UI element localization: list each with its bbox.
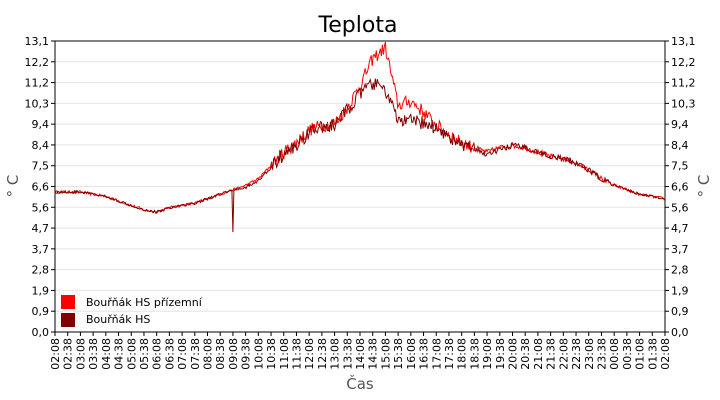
x-tick-label: 18:08 <box>456 338 469 370</box>
legend-label-series-2: Bouřňák HS <box>86 313 150 326</box>
grid-lines <box>55 61 665 312</box>
y-axis-title-left: ° C <box>4 175 22 198</box>
y-tick-label-right: 4,7 <box>671 222 689 235</box>
x-tick-label: 21:38 <box>545 338 558 370</box>
y-tick-label-left: 0,9 <box>32 305 50 318</box>
x-tick-label: 07:08 <box>176 338 189 370</box>
series-line-2 <box>54 77 666 233</box>
y-tick-label-left: 3,7 <box>32 243 50 256</box>
y-tick-label-right: 2,8 <box>671 264 689 277</box>
y-tick-label-left: 6,6 <box>32 181 50 194</box>
y-tick-label-left: 5,6 <box>32 201 50 214</box>
x-tick-label: 07:38 <box>189 338 202 370</box>
y-tick-label-right: 5,6 <box>671 201 689 214</box>
x-tick-label: 12:08 <box>303 338 316 370</box>
x-tick-label: 15:08 <box>379 338 392 370</box>
x-tick-label: 02:38 <box>62 338 75 370</box>
y-tick-label-left: 8,4 <box>32 139 50 152</box>
x-tick-label: 15:38 <box>392 338 405 370</box>
x-tick-label: 20:38 <box>519 338 532 370</box>
y-tick-label-left: 9,4 <box>32 118 50 131</box>
x-tick-label: 23:38 <box>595 338 608 370</box>
x-tick-label: 11:38 <box>290 338 303 370</box>
y-tick-label-left: 1,9 <box>32 284 50 297</box>
chart-title: Teplota <box>318 13 398 38</box>
x-tick-label: 05:08 <box>125 338 138 370</box>
x-tick-label: 17:08 <box>430 338 443 370</box>
y-tick-label-right: 6,6 <box>671 181 689 194</box>
x-tick-label: 09:38 <box>240 338 253 370</box>
x-tick-label: 02:08 <box>49 338 62 370</box>
x-tick-label: 00:38 <box>621 338 634 370</box>
x-tick-label: 18:38 <box>468 338 481 370</box>
y-tick-label-right: 10,3 <box>671 97 696 110</box>
x-tick-label: 23:08 <box>583 338 596 370</box>
x-tick-label: 14:08 <box>354 338 367 370</box>
series-lines <box>54 41 666 233</box>
y-tick-label-right: 9,4 <box>671 118 689 131</box>
x-tick-label: 17:38 <box>443 338 456 370</box>
x-tick-label: 16:08 <box>405 338 418 370</box>
y-axis-title-right: ° C <box>695 175 713 198</box>
x-tick-label: 04:08 <box>100 338 113 370</box>
legend-swatch-series-1 <box>61 295 75 309</box>
y-tick-label-left: 13,1 <box>25 35 50 48</box>
x-tick-label: 22:08 <box>557 338 570 370</box>
y-tick-label-right: 3,7 <box>671 243 689 256</box>
y-tick-label-right: 0,0 <box>671 326 689 339</box>
y-tick-label-left: 0,0 <box>32 326 50 339</box>
x-axis: 02:08 02:38 03:08 03:38 04:08 04:38 05:08 05:38… <box>49 332 672 370</box>
x-tick-label: 16:38 <box>418 338 431 370</box>
x-tick-label: 22:38 <box>570 338 583 370</box>
y-tick-label-left: 7,5 <box>32 160 50 173</box>
y-tick-label-left: 11,2 <box>25 77 50 90</box>
x-tick-label: 04:38 <box>113 338 126 370</box>
x-tick-label: 01:38 <box>646 338 659 370</box>
x-tick-label: 08:08 <box>202 338 215 370</box>
y-tick-label-right: 11,2 <box>671 77 696 90</box>
x-tick-label: 10:08 <box>252 338 265 370</box>
x-tick-label: 19:38 <box>494 338 507 370</box>
x-tick-label: 02:08 <box>659 338 672 370</box>
x-tick-label: 12:38 <box>316 338 329 370</box>
y-tick-label-left: 2,8 <box>32 264 50 277</box>
y-tick-label-left: 12,2 <box>25 56 50 69</box>
y-tick-label-right: 13,1 <box>671 35 696 48</box>
x-tick-label: 06:08 <box>151 338 164 370</box>
y-tick-label-right: 0,9 <box>671 305 689 318</box>
x-tick-label: 05:38 <box>138 338 151 370</box>
legend: Bouřňák HS přízemní Bouřňák HS <box>61 295 203 327</box>
x-axis-title: Čas <box>346 374 374 393</box>
y-tick-label-right: 8,4 <box>671 139 689 152</box>
x-tick-label: 03:08 <box>74 338 87 370</box>
x-tick-label: 01:08 <box>634 338 647 370</box>
x-tick-label: 21:08 <box>532 338 545 370</box>
legend-swatch-series-2 <box>61 313 75 327</box>
x-tick-label: 08:38 <box>214 338 227 370</box>
y-tick-label-left: 10,3 <box>25 97 50 110</box>
x-tick-label: 13:08 <box>329 338 342 370</box>
y-tick-label-right: 1,9 <box>671 284 689 297</box>
x-tick-label: 19:08 <box>481 338 494 370</box>
y-tick-label-left: 4,7 <box>32 222 50 235</box>
x-tick-label: 14:38 <box>367 338 380 370</box>
legend-label-series-1: Bouřňák HS přízemní <box>86 296 203 309</box>
y-axis-right: 0,0 0,9 1,9 2,8 3,7 4,7 5,6 6,6 7,5 8,4 9,4 10,3 11,… <box>665 35 696 339</box>
x-tick-label: 00:08 <box>608 338 621 370</box>
y-tick-label-right: 7,5 <box>671 160 689 173</box>
x-tick-label: 09:08 <box>227 338 240 370</box>
x-tick-label: 06:38 <box>163 338 176 370</box>
y-axis-left: 0,0 0,9 1,9 2,8 3,7 4,7 5,6 6,6 7,5 8,4 9,4 10,3 11,… <box>25 35 55 339</box>
x-tick-label: 10:38 <box>265 338 278 370</box>
x-tick-label: 11:08 <box>278 338 291 370</box>
x-tick-label: 20:08 <box>507 338 520 370</box>
x-tick-label: 03:38 <box>87 338 100 370</box>
y-tick-label-right: 12,2 <box>671 56 696 69</box>
x-tick-label: 13:38 <box>341 338 354 370</box>
